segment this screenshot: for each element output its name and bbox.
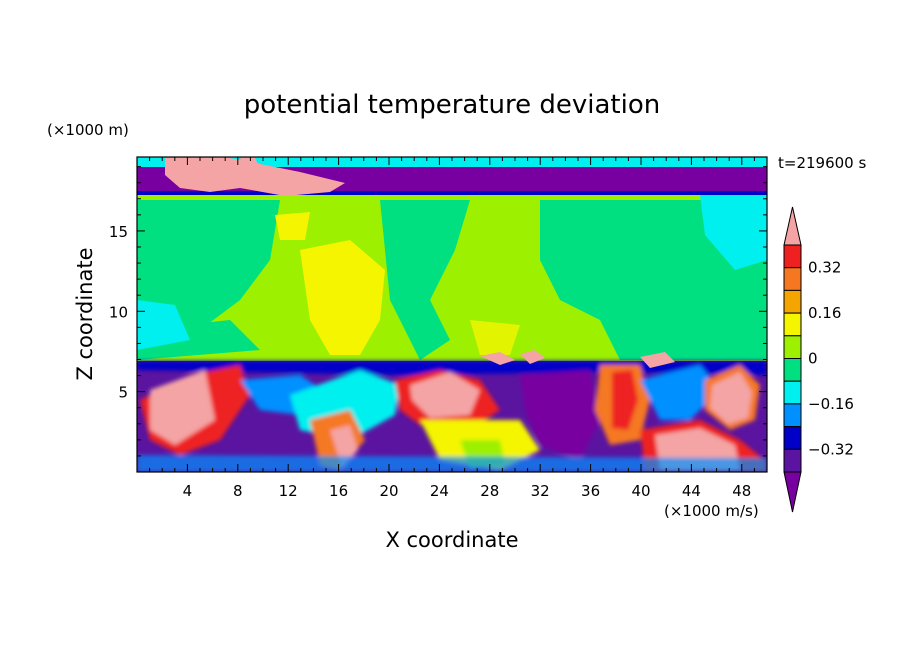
colorbar-segment [783, 244, 802, 269]
x-tick-label: 28 [480, 482, 499, 500]
colorbar-segment [783, 335, 802, 359]
x-tick-label: 8 [233, 482, 243, 500]
x-tick-label: 36 [581, 482, 600, 500]
y-tick-label: 5 [118, 384, 128, 402]
x-tick-label: 32 [531, 482, 550, 500]
x-tick-label: 48 [732, 482, 751, 500]
x-tick-label: 24 [430, 482, 449, 500]
chart-title: potential temperature deviation [244, 90, 660, 120]
x-tick-label: 40 [631, 482, 650, 500]
x-tick-label: 44 [682, 482, 701, 500]
x-unit-label: (×1000 m/s) [664, 502, 759, 520]
x-axis: 4 8 12 16 20 24 28 32 36 40 44 48 [136, 157, 768, 500]
y-tick-label: 10 [109, 303, 128, 321]
colorbar-segment [783, 312, 802, 337]
colorbar-segment [783, 267, 802, 291]
colorbar-tick-label: 0.16 [808, 304, 841, 322]
colorbar-segment [783, 380, 802, 405]
y-tick-label: 15 [109, 223, 128, 241]
colorbar-tick-label: −0.32 [808, 440, 854, 458]
y-axis-label: Z coordinate [73, 247, 97, 380]
x-tick-label: 4 [183, 482, 193, 500]
colorbar-top-triangle [783, 206, 802, 246]
colorbar [783, 206, 802, 513]
colorbar-segment [783, 358, 802, 382]
colorbar-segment [783, 403, 802, 428]
contour-field [137, 157, 767, 472]
x-tick-label: 20 [379, 482, 398, 500]
y-unit-label: (×1000 m) [47, 121, 129, 139]
colorbar-bottom-triangle [783, 471, 802, 513]
colorbar-tick-label: 0 [808, 350, 818, 368]
x-tick-label: 12 [279, 482, 298, 500]
colorbar-tick-label: 0.32 [808, 259, 841, 277]
colorbar-segment [783, 426, 802, 450]
colorbar-segment [783, 448, 802, 473]
colorbar-segment [783, 289, 802, 314]
y-axis: 5 10 15 [109, 166, 767, 457]
colorbar-labels: 0.32 0.16 0 −0.16 −0.32 [808, 259, 854, 459]
colorbar-tick-label: −0.16 [808, 395, 854, 413]
x-tick-label: 16 [329, 482, 348, 500]
time-label: t=219600 s [778, 154, 866, 172]
x-axis-label: X coordinate [385, 528, 518, 552]
